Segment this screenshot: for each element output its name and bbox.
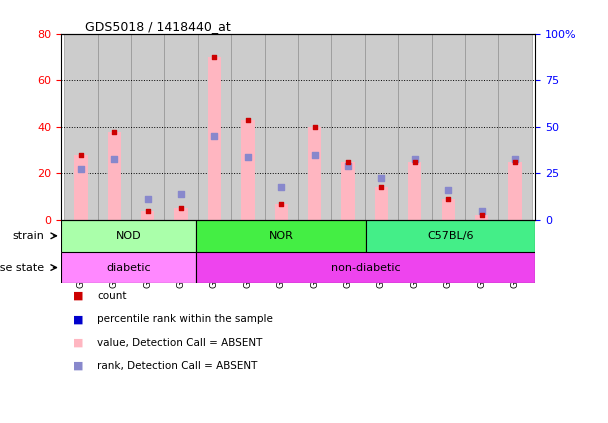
Bar <box>441 199 455 220</box>
Text: non-diabetic: non-diabetic <box>331 263 401 272</box>
Bar <box>432 34 465 220</box>
Bar <box>465 34 499 220</box>
Text: ■: ■ <box>73 291 83 301</box>
Point <box>143 207 153 214</box>
Bar <box>264 34 298 220</box>
Text: NOR: NOR <box>269 231 294 241</box>
Text: strain: strain <box>12 231 44 241</box>
Point <box>210 133 219 140</box>
Bar <box>275 203 288 220</box>
Text: ■: ■ <box>73 314 83 324</box>
Point <box>376 184 386 191</box>
Text: count: count <box>97 291 127 301</box>
Bar <box>298 34 331 220</box>
Bar <box>499 34 532 220</box>
Bar <box>408 162 421 220</box>
Point <box>176 205 186 212</box>
Bar <box>398 34 432 220</box>
Point <box>109 128 119 135</box>
Point <box>243 154 253 160</box>
Text: GDS5018 / 1418440_at: GDS5018 / 1418440_at <box>85 20 230 33</box>
Text: ■: ■ <box>73 361 83 371</box>
Text: disease state: disease state <box>0 263 44 272</box>
Bar <box>508 162 522 220</box>
Bar <box>61 220 196 252</box>
Text: value, Detection Call = ABSENT: value, Detection Call = ABSENT <box>97 338 263 348</box>
Bar <box>61 252 196 283</box>
Bar <box>375 187 388 220</box>
Point <box>443 195 453 203</box>
Bar <box>198 34 231 220</box>
Bar <box>97 34 131 220</box>
Bar <box>231 34 264 220</box>
Point <box>176 191 186 198</box>
Bar <box>141 211 154 220</box>
Point <box>76 165 86 172</box>
Bar <box>64 34 97 220</box>
Bar <box>208 57 221 220</box>
Point <box>510 156 520 163</box>
Text: diabetic: diabetic <box>106 263 151 272</box>
Bar <box>108 132 121 220</box>
Point <box>410 159 420 165</box>
Point <box>243 116 253 124</box>
Text: C57BL/6: C57BL/6 <box>427 231 474 241</box>
Text: percentile rank within the sample: percentile rank within the sample <box>97 314 273 324</box>
Text: rank, Detection Call = ABSENT: rank, Detection Call = ABSENT <box>97 361 258 371</box>
Point <box>477 212 486 219</box>
Point <box>309 124 319 130</box>
Point <box>277 184 286 191</box>
Point <box>210 54 219 60</box>
Point <box>277 200 286 207</box>
Bar <box>131 34 164 220</box>
Point <box>143 195 153 203</box>
Point <box>410 156 420 163</box>
Point <box>477 207 486 214</box>
Bar <box>365 34 398 220</box>
Bar <box>341 162 354 220</box>
Bar <box>331 34 365 220</box>
Text: ■: ■ <box>73 338 83 348</box>
Bar <box>365 220 535 252</box>
Bar <box>74 155 88 220</box>
Bar <box>196 220 365 252</box>
Bar <box>164 34 198 220</box>
Point <box>510 159 520 165</box>
Point <box>76 151 86 158</box>
Point <box>376 175 386 181</box>
Bar <box>174 209 188 220</box>
Text: NOD: NOD <box>116 231 142 241</box>
Point <box>343 163 353 170</box>
Point <box>343 159 353 165</box>
Point <box>309 151 319 158</box>
Point <box>109 156 119 163</box>
Bar <box>196 252 535 283</box>
Bar <box>241 120 255 220</box>
Point <box>443 186 453 193</box>
Bar <box>308 127 321 220</box>
Bar <box>475 215 488 220</box>
